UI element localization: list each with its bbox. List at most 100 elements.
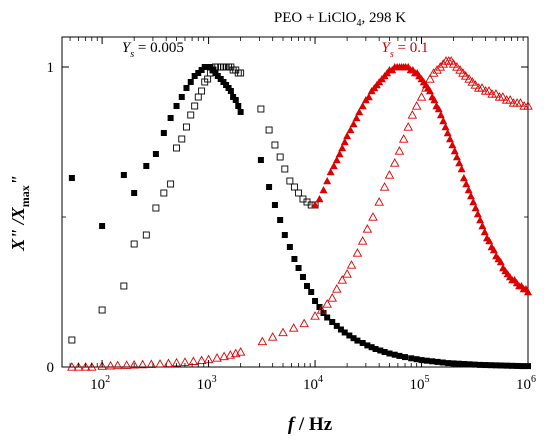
- data-point: [428, 68, 439, 77]
- data-point: [112, 360, 123, 370]
- data-point: [374, 197, 384, 206]
- data-point: [476, 216, 485, 224]
- data-point: [265, 126, 273, 134]
- x-axis-label: f / Hz: [288, 414, 333, 435]
- data-point: [327, 293, 338, 302]
- data-point: [295, 189, 303, 197]
- data-point: [429, 358, 436, 365]
- data-point: [352, 248, 363, 257]
- data-point: [448, 141, 457, 149]
- data-point: [439, 359, 446, 366]
- data-point: [341, 329, 348, 336]
- y-axis-label: X" /Xmax": [8, 175, 32, 252]
- data-point: [464, 74, 474, 83]
- data-point: [68, 336, 76, 344]
- data-point: [432, 65, 442, 74]
- series-annotation: Ys = 0.1: [382, 40, 429, 60]
- data-point: [308, 289, 315, 295]
- data-point: [443, 129, 452, 137]
- data-point: [288, 323, 299, 332]
- data-point: [439, 117, 448, 125]
- y-tick-label: 0: [47, 360, 55, 376]
- data-point: [129, 359, 139, 369]
- data-point: [237, 69, 245, 77]
- data-point: [505, 95, 515, 104]
- data-point: [120, 282, 128, 290]
- data-point: [402, 354, 409, 361]
- data-point: [364, 342, 371, 349]
- data-point: [391, 351, 398, 358]
- data-point: [357, 236, 368, 245]
- data-point: [286, 244, 293, 250]
- data-point: [310, 311, 320, 320]
- data-point: [329, 319, 336, 325]
- data-point: [167, 180, 175, 188]
- data-point: [485, 237, 494, 245]
- data-point: [469, 198, 478, 206]
- data-point: [452, 62, 462, 71]
- data-point: [311, 201, 320, 209]
- data-point: [519, 363, 526, 370]
- annotation-layer: Ys = 0.005 Ys = 0.1: [122, 40, 429, 60]
- data-point: [340, 138, 349, 146]
- data-point: [464, 186, 473, 194]
- data-point: [379, 182, 390, 191]
- data-point: [466, 192, 475, 200]
- data-point: [335, 150, 344, 158]
- data-point: [191, 102, 199, 110]
- data-point: [68, 175, 75, 181]
- data-point: [484, 86, 494, 95]
- data-point: [386, 350, 393, 357]
- y-axis-label-prime2: ": [8, 175, 28, 185]
- data-point: [349, 120, 358, 128]
- x-tick-label: 106: [516, 374, 536, 393]
- data-point: [496, 258, 505, 266]
- data-point: [131, 190, 138, 196]
- data-point: [364, 93, 373, 101]
- data-point: [257, 105, 265, 113]
- x-axis-label-unit: / Hz: [294, 414, 333, 435]
- data-point: [291, 256, 298, 262]
- data-point: [436, 111, 445, 119]
- data-point: [183, 123, 190, 131]
- data-point: [477, 83, 487, 92]
- data-point: [462, 180, 471, 188]
- data-point: [315, 195, 324, 203]
- data-point: [346, 126, 355, 134]
- data-point: [163, 358, 174, 368]
- data-point: [173, 103, 180, 109]
- series-3: [67, 56, 533, 371]
- data-point: [421, 83, 431, 92]
- data-point: [276, 153, 284, 161]
- data-point: [232, 97, 239, 103]
- data-point: [235, 347, 246, 356]
- data-point: [346, 332, 353, 339]
- y-axis-label-x: X: [8, 238, 28, 252]
- data-point: [137, 359, 148, 369]
- data-point: [398, 134, 409, 143]
- data-point: [167, 115, 174, 121]
- data-point: [455, 159, 464, 167]
- x-tick-label: 105: [410, 374, 430, 393]
- data-point: [178, 94, 185, 100]
- data-point: [120, 172, 127, 178]
- data-point: [146, 359, 157, 368]
- data-point: [196, 355, 207, 365]
- data-point: [411, 101, 422, 110]
- data-point: [473, 210, 482, 218]
- data-point: [324, 314, 331, 321]
- data-point: [455, 360, 462, 367]
- data-point: [471, 204, 480, 212]
- data-point: [478, 222, 487, 230]
- data-point: [152, 204, 160, 212]
- data-point: [316, 305, 327, 314]
- data-point: [448, 59, 459, 68]
- data-point: [445, 135, 454, 143]
- series-0: [68, 64, 531, 370]
- data-point: [187, 79, 194, 85]
- data-point: [271, 202, 278, 208]
- data-point: [471, 361, 478, 368]
- svg-text:f / Hz: f / Hz: [288, 414, 333, 435]
- data-point: [362, 224, 373, 233]
